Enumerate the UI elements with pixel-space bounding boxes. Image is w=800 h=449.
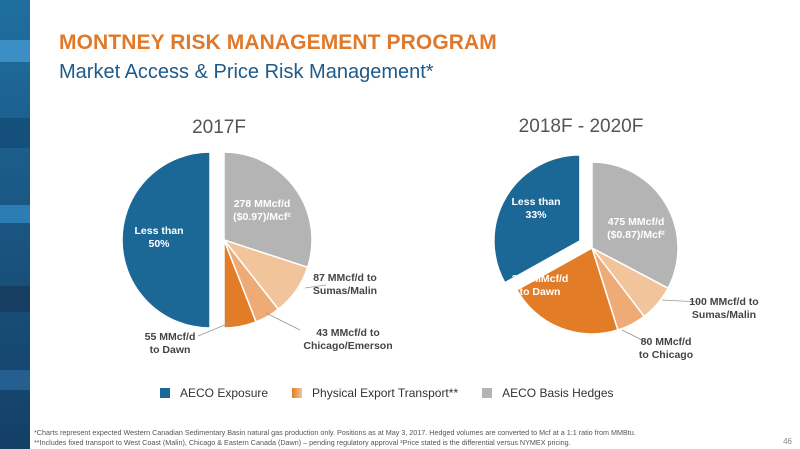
chart-title-2018-2020: 2018F - 2020F xyxy=(518,116,644,137)
slice-label-line: Chicago/Emerson xyxy=(303,340,392,352)
slice-label: 316 MMcf/d to Dawn xyxy=(512,273,569,298)
legend-item-export-transport: Physical Export Transport** xyxy=(292,386,458,400)
slice-label-line: 475 MMcf/d xyxy=(608,216,665,228)
slice-label-line: to Dawn xyxy=(150,344,191,356)
slice-label-line: 43 MMcf/d to xyxy=(316,327,380,339)
page-title: MONTNEY RISK MANAGEMENT PROGRAM xyxy=(59,31,497,54)
slice-label-line: 87 MMcf/d to xyxy=(313,272,377,284)
slice-label: 55 MMcf/d to Dawn xyxy=(145,331,196,356)
pie-0: 278 MMcf/d ($0.97)/Mcf² 87 MMcf/d to Sumas/… xyxy=(121,151,393,356)
legend: AECO Exposure Physical Export Transport*… xyxy=(160,386,638,400)
pie-slice xyxy=(591,161,679,290)
slice-label-line: 100 MMcf/d to xyxy=(689,296,758,308)
pie-slice xyxy=(493,154,581,284)
slice-label-line: Sumas/Malin xyxy=(313,285,377,297)
slice-label-line: 33% xyxy=(525,209,547,221)
pie-slice xyxy=(223,151,313,269)
slice-label-line: 316 MMcf/d xyxy=(512,273,569,285)
slice-label-line: 55 MMcf/d xyxy=(145,331,196,343)
slice-label-line: 80 MMcf/d xyxy=(641,336,692,348)
footnote-2: **Includes fixed transport to West Coast… xyxy=(34,438,571,447)
chart-title-2017: 2017F xyxy=(192,117,246,138)
slice-label: 80 MMcf/d to Chicago xyxy=(639,336,693,361)
slice-label: Less than 33% xyxy=(511,196,560,221)
legend-label: AECO Basis Hedges xyxy=(502,386,614,400)
slice-label: 475 MMcf/d ($0.87)/Mcf² xyxy=(607,216,665,241)
legend-swatch xyxy=(482,388,493,398)
slice-label-line: Less than xyxy=(511,196,560,208)
pie-slice xyxy=(223,239,258,329)
pie-slice xyxy=(515,246,619,335)
slice-label: 100 MMcf/d to Sumas/Malin xyxy=(689,296,758,321)
leader-line xyxy=(304,284,327,289)
slice-label-line: ($0.87)/Mcf² xyxy=(607,229,665,241)
leader-line xyxy=(265,312,301,331)
legend-swatch xyxy=(160,388,170,398)
slice-label-line: Sumas/Malin xyxy=(692,309,756,321)
pie-slice xyxy=(121,151,211,329)
leader-line xyxy=(661,299,701,303)
legend-swatch xyxy=(292,388,303,398)
slice-label: 87 MMcf/d to Sumas/Malin xyxy=(313,272,377,297)
page-number: 46 xyxy=(783,437,792,446)
slice-label-line: 278 MMcf/d xyxy=(234,198,291,210)
leader-line xyxy=(621,329,649,344)
decorative-side-bar xyxy=(0,0,30,449)
legend-label: AECO Exposure xyxy=(180,386,269,400)
leader-line xyxy=(197,321,233,337)
slice-label: 43 MMcf/d to Chicago/Emerson xyxy=(303,327,392,352)
pie-1: 475 MMcf/d ($0.87)/Mcf² 100 MMcf/d to Sumas… xyxy=(493,154,759,361)
legend-item-aeco-exposure: AECO Exposure xyxy=(160,386,268,400)
footnote-1: *Charts represent expected Western Canad… xyxy=(34,428,636,437)
page-subtitle: Market Access & Price Risk Management* xyxy=(59,61,434,83)
slice-label-line: to Chicago xyxy=(639,349,693,361)
legend-item-basis-hedges: AECO Basis Hedges xyxy=(482,386,614,400)
slice-label: Less than 50% xyxy=(134,225,183,250)
slice-label-line: to Dawn xyxy=(520,286,561,298)
slice-label-line: ($0.97)/Mcf² xyxy=(233,211,291,223)
slice-label-line: 50% xyxy=(148,238,170,250)
slice-label: 278 MMcf/d ($0.97)/Mcf² xyxy=(233,198,291,223)
slice-label-line: Less than xyxy=(134,225,183,237)
legend-label: Physical Export Transport** xyxy=(312,386,459,400)
